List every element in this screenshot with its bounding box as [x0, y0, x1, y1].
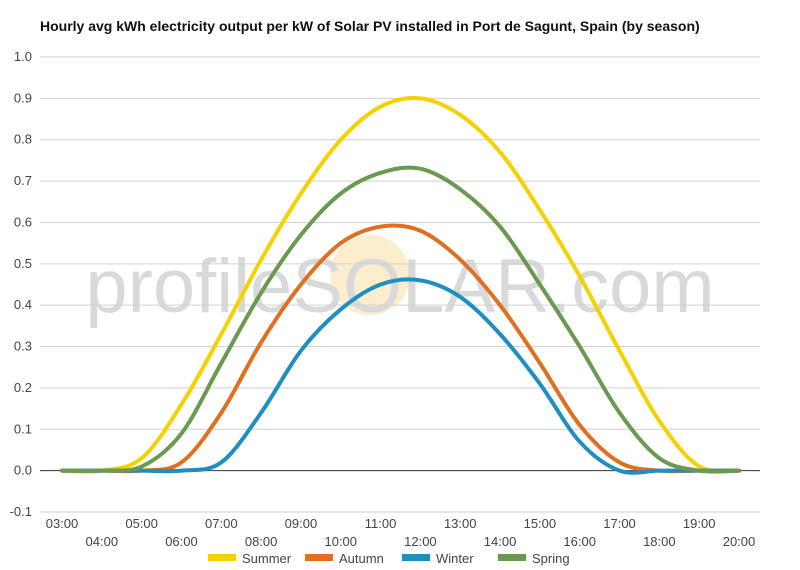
series-line-winter: [60, 277, 741, 475]
series-line-autumn: [60, 223, 741, 474]
y-tick-label: 0.7: [14, 173, 32, 188]
y-tick-label: 0.9: [14, 90, 32, 105]
legend: Summer Autumn Winter Spring: [208, 551, 570, 566]
x-tick-label: 14:00: [484, 534, 517, 549]
legend-swatch-winter: [402, 554, 430, 561]
y-tick-label: -0.1: [10, 504, 32, 519]
x-tick-label: 19:00: [683, 516, 716, 531]
legend-label-summer: Summer: [242, 551, 292, 566]
y-tick-label: 0.5: [14, 256, 32, 271]
y-tick-label: 0.1: [14, 421, 32, 436]
series-lines: [60, 96, 741, 475]
series-line-spring: [60, 165, 741, 474]
x-tick-label: 09:00: [285, 516, 318, 531]
x-tick-label: 13:00: [444, 516, 477, 531]
x-tick-label: 16:00: [563, 534, 596, 549]
y-tick-label: 0.3: [14, 339, 32, 354]
x-tick-label: 17:00: [603, 516, 636, 531]
x-tick-label: 06:00: [165, 534, 198, 549]
y-tick-label: 1.0: [14, 49, 32, 64]
x-axis: 03:00 04:00 05:00 06:00 07:00 08:00 09:00 10:00…: [46, 516, 756, 549]
y-tick-label: 0.4: [14, 297, 32, 312]
x-tick-label: 03:00: [46, 516, 79, 531]
watermark: profileSOLAR.com: [85, 235, 715, 329]
legend-swatch-spring: [498, 554, 526, 561]
watermark-text: profileSOLAR.com: [85, 244, 714, 329]
y-tick-label: 0.6: [14, 214, 32, 229]
y-tick-label: 0.8: [14, 132, 32, 147]
series-line-summer: [60, 96, 741, 474]
watermark-sun-icon: [330, 235, 410, 315]
x-tick-label: 10:00: [324, 534, 357, 549]
legend-swatch-autumn: [305, 554, 333, 561]
x-tick-label: 05:00: [125, 516, 158, 531]
x-tick-label: 20:00: [723, 534, 756, 549]
legend-swatch-summer: [208, 554, 236, 561]
x-tick-label: 18:00: [643, 534, 676, 549]
legend-label-autumn: Autumn: [339, 551, 384, 566]
x-tick-label: 07:00: [205, 516, 238, 531]
legend-label-winter: Winter: [436, 551, 474, 566]
chart-title: Hourly avg kWh electricity output per kW…: [40, 18, 700, 34]
x-tick-label: 04:00: [86, 534, 119, 549]
x-tick-label: 11:00: [365, 516, 397, 531]
y-axis: -0.1 0.0 0.1 0.2 0.3 0.4 0.5 0.6 0.7 0.8 0.9 1.0: [10, 49, 32, 519]
y-tick-label: 0.0: [14, 463, 32, 478]
x-tick-label: 08:00: [245, 534, 278, 549]
x-tick-label: 15:00: [524, 516, 557, 531]
y-tick-label: 0.2: [14, 380, 32, 395]
x-tick-label: 12:00: [404, 534, 437, 549]
legend-label-spring: Spring: [532, 551, 570, 566]
